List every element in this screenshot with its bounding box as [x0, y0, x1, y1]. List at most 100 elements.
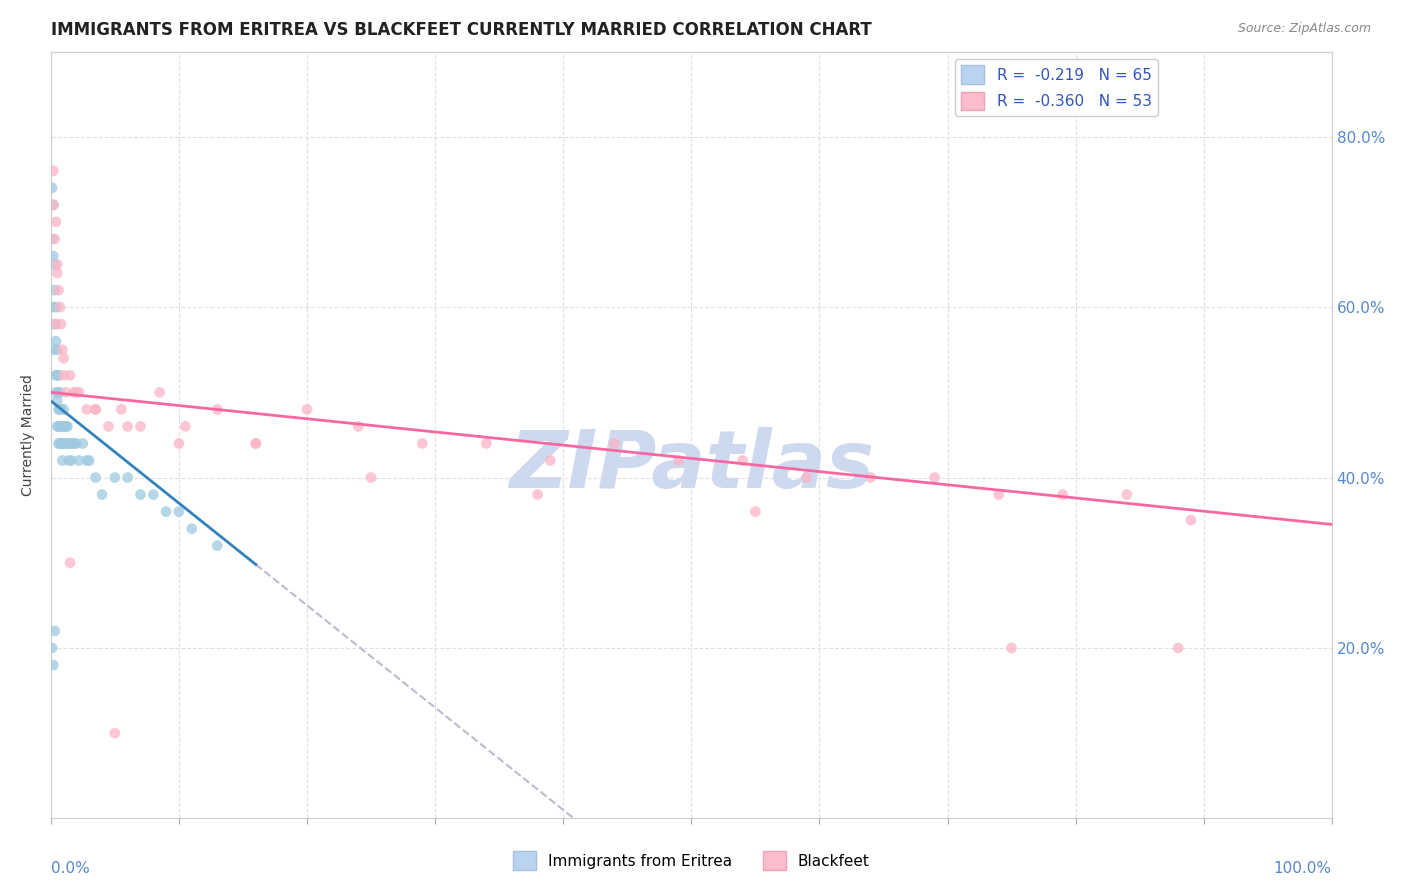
Point [62, 436, 84, 450]
Point [59, 368, 82, 383]
Point [52, 419, 75, 434]
Point [53, 436, 76, 450]
Point [44, 232, 66, 246]
Point [46, 419, 69, 434]
Point [65, 385, 87, 400]
Point [42, 249, 65, 263]
Point [63, 436, 86, 450]
Point [796, 470, 818, 484]
Point [45, 300, 67, 314]
Point [129, 487, 152, 501]
Point [52, 436, 75, 450]
Point [1180, 513, 1202, 527]
Point [49, 385, 72, 400]
Point [48, 419, 70, 434]
Point [538, 453, 561, 467]
Point [46, 343, 69, 357]
Point [44, 343, 66, 357]
Point [52, 402, 75, 417]
Point [49, 402, 72, 417]
Point [65, 436, 87, 450]
Point [52, 351, 75, 366]
Point [41, 232, 63, 246]
Point [1167, 640, 1189, 655]
Point [45, 317, 67, 331]
Point [45, 334, 67, 349]
Point [53, 419, 76, 434]
Point [104, 726, 127, 740]
Point [411, 436, 433, 450]
Point [207, 402, 229, 417]
Point [77, 453, 100, 467]
Point [48, 283, 70, 297]
Point [49, 436, 72, 450]
Point [45, 215, 67, 229]
Point [295, 402, 318, 417]
Point [52, 368, 75, 383]
Point [1052, 487, 1074, 501]
Point [46, 368, 69, 383]
Point [475, 436, 498, 450]
Point [51, 436, 73, 450]
Point [55, 385, 77, 400]
Point [46, 258, 69, 272]
Point [72, 436, 94, 450]
Point [76, 453, 98, 467]
Point [48, 436, 70, 450]
Point [1000, 640, 1022, 655]
Point [668, 453, 690, 467]
Point [46, 266, 69, 280]
Point [76, 402, 98, 417]
Point [924, 470, 946, 484]
Point [174, 419, 197, 434]
Point [67, 453, 90, 467]
Point [59, 556, 82, 570]
Point [59, 436, 82, 450]
Point [42, 163, 65, 178]
Legend: Immigrants from Eritrea, Blackfeet: Immigrants from Eritrea, Blackfeet [506, 845, 876, 876]
Point [744, 505, 766, 519]
Point [58, 436, 80, 450]
Point [56, 419, 79, 434]
Point [58, 453, 80, 467]
Point [347, 419, 370, 434]
Point [207, 539, 229, 553]
Text: Source: ZipAtlas.com: Source: ZipAtlas.com [1237, 22, 1371, 36]
Point [91, 487, 114, 501]
Y-axis label: Currently Married: Currently Married [21, 374, 35, 496]
Point [44, 283, 66, 297]
Point [42, 198, 65, 212]
Point [129, 419, 152, 434]
Point [84, 402, 107, 417]
Point [42, 198, 65, 212]
Point [859, 470, 882, 484]
Point [104, 470, 127, 484]
Point [180, 522, 202, 536]
Point [1115, 487, 1137, 501]
Point [117, 419, 139, 434]
Point [41, 640, 63, 655]
Point [48, 402, 70, 417]
Point [49, 317, 72, 331]
Text: 0.0%: 0.0% [51, 861, 90, 876]
Point [167, 505, 190, 519]
Point [84, 470, 107, 484]
Point [56, 436, 79, 450]
Point [46, 393, 69, 408]
Point [44, 258, 66, 272]
Point [84, 402, 107, 417]
Point [60, 453, 83, 467]
Text: 100.0%: 100.0% [1274, 861, 1331, 876]
Point [149, 385, 172, 400]
Point [49, 436, 72, 450]
Point [41, 181, 63, 195]
Point [155, 505, 177, 519]
Point [97, 419, 120, 434]
Point [51, 453, 73, 467]
Point [245, 436, 267, 450]
Point [245, 436, 267, 450]
Point [167, 436, 190, 450]
Point [731, 453, 754, 467]
Point [67, 385, 90, 400]
Point [49, 402, 72, 417]
